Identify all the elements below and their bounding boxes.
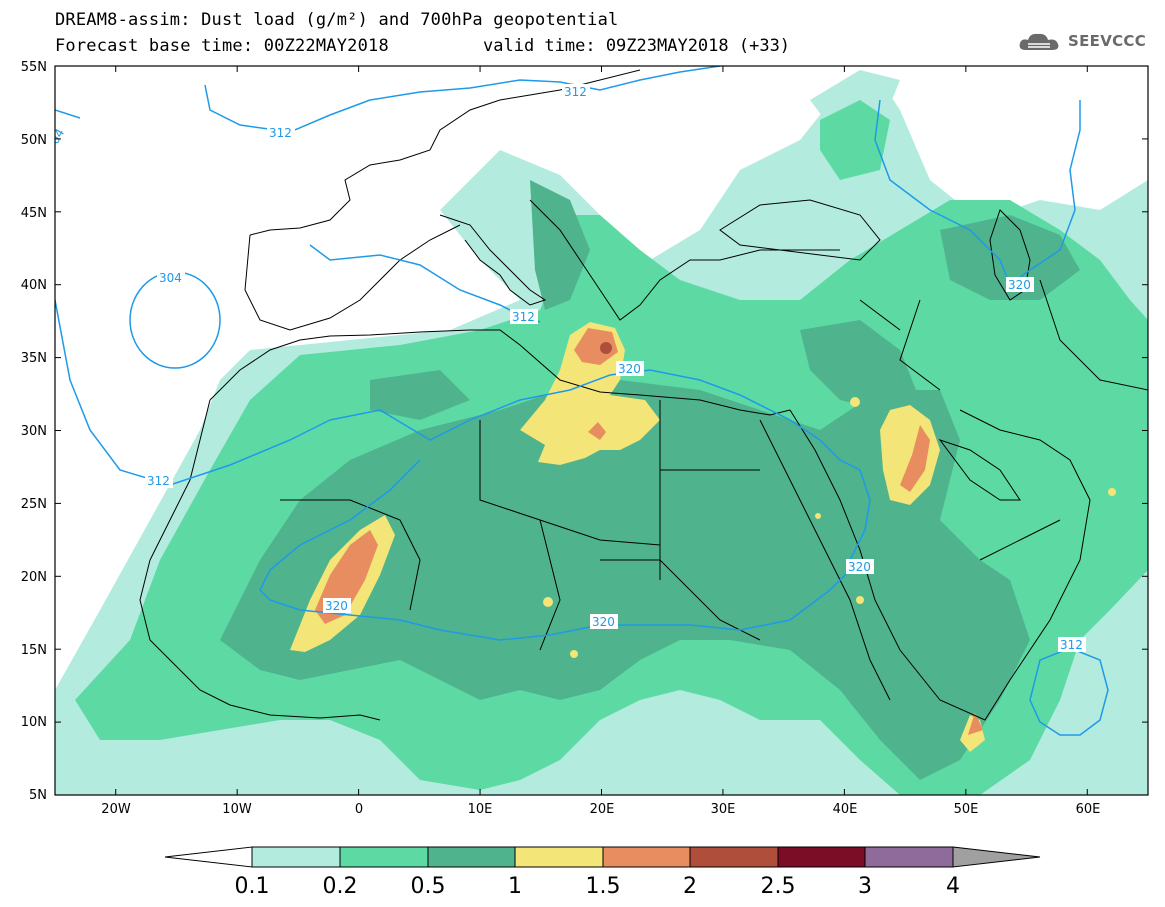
lon-label: 0 — [355, 802, 363, 817]
colorbar-bin — [339, 846, 429, 868]
colorbar-bin — [514, 846, 604, 868]
contour-labels: 312 312 312 312 320 320 320 320 320 304 … — [55, 84, 1086, 652]
lat-label: 45N — [21, 206, 47, 221]
colorbar-bin — [689, 846, 779, 868]
lat-label: 30N — [21, 424, 47, 439]
contour-label: 320 — [592, 615, 615, 629]
lat-label: 35N — [21, 351, 47, 366]
lat-label: 50N — [21, 133, 47, 148]
lon-label: 20W — [101, 802, 131, 817]
colorbar-high-arrow — [952, 846, 1041, 868]
longitude-labels: 20W 10W 0 10E 20E 30E 40E 50E 60E — [101, 802, 1100, 817]
contour-label: 320 — [325, 599, 348, 613]
colorbar-label: 1.5 — [586, 874, 621, 899]
lat-label: 55N — [21, 60, 47, 75]
lat-label: 20N — [21, 570, 47, 585]
contour-label: 312 — [1060, 638, 1083, 652]
cloud-icon — [1019, 33, 1059, 50]
dust-level-red — [600, 342, 612, 354]
lon-label: 20E — [590, 802, 615, 817]
colorbar — [164, 846, 1041, 868]
contour-label: 320 — [618, 362, 641, 376]
contour-label: 312 — [269, 126, 292, 140]
contour-label: 312 — [512, 310, 535, 324]
colorbar-bin — [251, 846, 341, 868]
latitude-labels: 55N 50N 45N 40N 35N 30N 25N 20N 15N 10N … — [21, 60, 47, 803]
colorbar-label: 3 — [858, 874, 872, 899]
lon-label: 40E — [833, 802, 858, 817]
logo-text: SEEVCCC — [1068, 32, 1147, 50]
contour-label: 304 — [159, 271, 182, 285]
contour-label: 320 — [848, 560, 871, 574]
lat-label: 15N — [21, 643, 47, 658]
colorbar-bin — [777, 846, 866, 868]
lat-label: 25N — [21, 497, 47, 512]
coastline-borders — [139, 69, 1148, 721]
colorbar-label: 0.1 — [235, 874, 270, 899]
seevccc-logo: SEEVCCC — [1018, 30, 1146, 52]
lat-label: 5N — [29, 788, 47, 803]
lon-label: 10E — [468, 802, 493, 817]
colorbar-bin — [602, 846, 691, 868]
colorbar-label: 0.5 — [411, 874, 446, 899]
geopotential-contours — [55, 66, 1109, 736]
dust-level-dark — [220, 180, 1080, 780]
map-plot-area: 312 312 312 312 320 320 320 320 320 304 … — [55, 66, 1148, 795]
colorbar-labels: 0.1 0.2 0.5 1 1.5 2 2.5 3 4 — [235, 874, 961, 899]
axis-ticks — [55, 65, 1148, 796]
colorbar-label: 0.2 — [323, 874, 358, 899]
lat-label: 10N — [21, 715, 47, 730]
lon-label: 10W — [222, 802, 252, 817]
forecast-base-time: Forecast base time: 00Z22MAY2018 — [55, 36, 389, 56]
lat-label: 40N — [21, 278, 47, 293]
lon-label: 50E — [954, 802, 979, 817]
colorbar-bin — [427, 846, 516, 868]
colorbar-low-arrow — [164, 846, 253, 868]
map-title: DREAM8-assim: Dust load (g/m²) and 700hP… — [55, 10, 619, 30]
colorbar-label: 4 — [946, 874, 960, 899]
colorbar-label: 2.5 — [761, 874, 796, 899]
colorbar-label: 1 — [508, 874, 522, 899]
lon-label: 30E — [711, 802, 736, 817]
colorbar-label: 2 — [683, 874, 697, 899]
contour-label: 320 — [1008, 278, 1031, 292]
colorbar-bin — [864, 846, 954, 868]
lon-label: 60E — [1076, 802, 1101, 817]
contour-label: 312 — [564, 85, 587, 99]
contour-label: 312 — [147, 474, 170, 488]
valid-time: valid time: 09Z23MAY2018 (+33) — [483, 36, 791, 56]
